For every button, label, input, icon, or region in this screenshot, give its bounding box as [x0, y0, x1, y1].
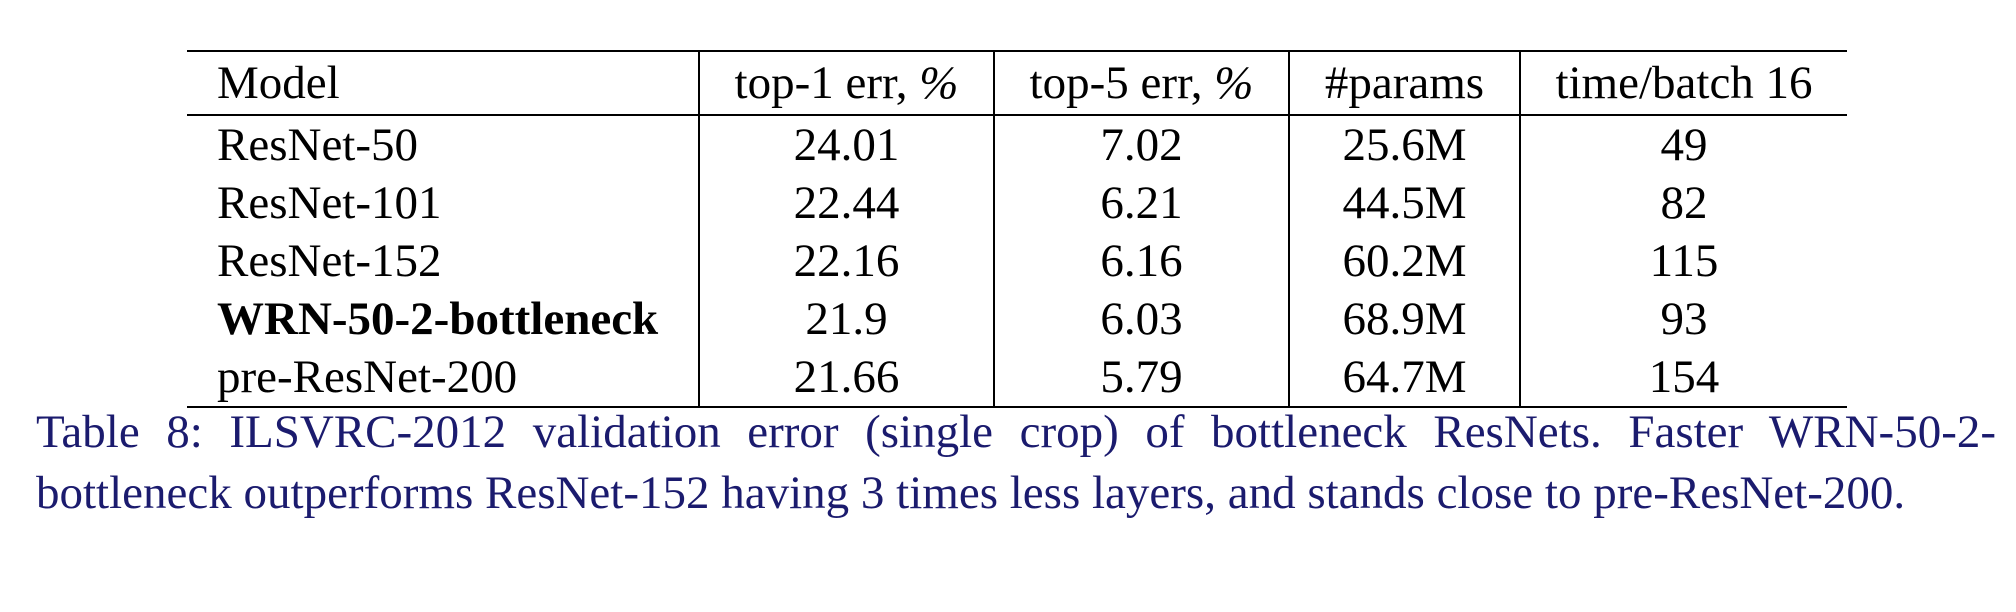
cell-model: pre-ResNet-200	[217, 350, 518, 403]
cell-time: 115	[1519, 232, 1847, 290]
results-table: Model top-1 err, % top-5 err, % #params …	[187, 50, 1847, 408]
cell-params: 64.7M	[1288, 348, 1520, 407]
cell-model-highlighted: WRN-50-2-bottleneck	[217, 292, 659, 345]
header-top5-label: top-5 err,	[1029, 56, 1203, 109]
header-time-batch: time/batch 16	[1519, 51, 1847, 115]
header-top5-error: top-5 err, %	[993, 51, 1289, 115]
table-row: pre-ResNet-200 21.66 5.79 64.7M 154	[187, 348, 1847, 407]
cell-top1: 24.01	[698, 115, 994, 174]
cell-top5: 7.02	[993, 115, 1289, 174]
table-header-row: Model top-1 err, % top-5 err, % #params …	[187, 51, 1847, 115]
cell-top1: 21.66	[698, 348, 994, 407]
table-row: ResNet-50 24.01 7.02 25.6M 49	[187, 115, 1847, 174]
cell-model: ResNet-101	[217, 176, 442, 229]
cell-params: 44.5M	[1288, 174, 1520, 232]
cell-top1: 22.44	[698, 174, 994, 232]
cell-top5: 6.21	[993, 174, 1289, 232]
header-model: Model	[217, 56, 340, 109]
cell-time: 49	[1519, 115, 1847, 174]
cell-top5: 6.03	[993, 290, 1289, 348]
table-row: ResNet-101 22.44 6.21 44.5M 82	[187, 174, 1847, 232]
cell-time: 154	[1519, 348, 1847, 407]
cell-model: ResNet-152	[217, 234, 442, 287]
cell-params: 60.2M	[1288, 232, 1520, 290]
cell-model: ResNet-50	[217, 118, 419, 171]
cell-top1: 21.9	[698, 290, 994, 348]
header-top5-percent: %	[1214, 56, 1254, 109]
cell-top5: 5.79	[993, 348, 1289, 407]
header-top1-error: top-1 err, %	[698, 51, 994, 115]
cell-time: 93	[1519, 290, 1847, 348]
header-top1-label: top-1 err,	[734, 56, 908, 109]
cell-top1: 22.16	[698, 232, 994, 290]
table-caption: Table 8: ILSVRC-2012 validation error (s…	[36, 406, 1996, 519]
cell-top5: 6.16	[993, 232, 1289, 290]
cell-params: 25.6M	[1288, 115, 1520, 174]
header-params: #params	[1288, 51, 1520, 115]
cell-params: 68.9M	[1288, 290, 1520, 348]
table-row: WRN-50-2-bottleneck 21.9 6.03 68.9M 93	[187, 290, 1847, 348]
header-top1-percent: %	[919, 56, 959, 109]
cell-time: 82	[1519, 174, 1847, 232]
table-row: ResNet-152 22.16 6.16 60.2M 115	[187, 232, 1847, 290]
